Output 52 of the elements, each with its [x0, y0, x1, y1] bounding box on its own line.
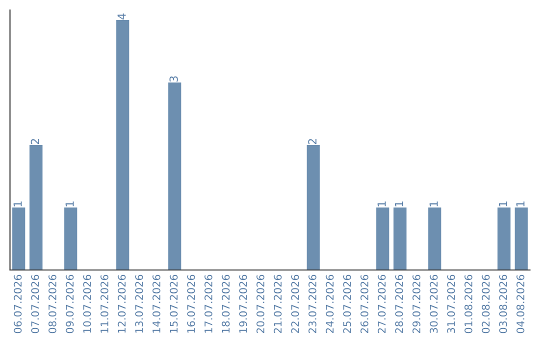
x-tick-label: 23.07.2026 — [308, 274, 316, 334]
x-tick-label: 12.07.2026 — [118, 274, 126, 333]
bar — [64, 208, 78, 270]
data-label: 1 — [498, 201, 508, 206]
data-label: 1 — [66, 201, 74, 206]
x-tick-label: 17.07.2026 — [204, 274, 212, 333]
bar — [376, 208, 390, 270]
data-label: 1 — [516, 201, 524, 206]
bar — [30, 145, 42, 270]
x-tick-label: 25.07.2026 — [343, 274, 352, 334]
data-label: 1 — [430, 201, 438, 206]
bar — [394, 208, 406, 270]
x-tick-label: 30.07.2026 — [430, 274, 438, 334]
x-tick-label: 24.07.2026 — [326, 274, 334, 334]
bar — [12, 208, 26, 270]
x-tick-label: 03.08.2026 — [499, 274, 508, 334]
x-tick-label: 15.07.2026 — [170, 274, 178, 333]
x-tick-label: 01.08.2026 — [464, 274, 472, 334]
bar — [168, 82, 182, 270]
data-label: 2 — [30, 139, 40, 144]
bar — [116, 20, 130, 270]
x-tick-label: 27.07.2026 — [378, 274, 386, 334]
data-label: 4 — [118, 14, 126, 20]
x-tick-label: 14.07.2026 — [152, 274, 160, 333]
x-tick-label: 02.08.2026 — [482, 274, 490, 334]
x-tick-label: 29.07.2026 — [412, 274, 420, 334]
x-tick-label: 08.07.2026 — [48, 274, 56, 334]
data-label: 3 — [169, 76, 178, 82]
x-tick-label: 19.07.2026 — [239, 274, 248, 333]
x-tick-label: 16.07.2026 — [187, 274, 196, 333]
bar — [498, 208, 510, 270]
x-tick-label: 04.08.2026 — [516, 274, 524, 334]
x-tick-label: 31.07.2026 — [447, 274, 456, 334]
bar — [306, 145, 320, 270]
data-label: 1 — [394, 201, 404, 206]
bar — [514, 208, 528, 270]
x-tick-label: 28.07.2026 — [395, 274, 404, 334]
x-tick-label: 18.07.2026 — [222, 274, 230, 333]
x-tick-label: 26.07.2026 — [360, 274, 368, 334]
x-tick-label: 22.07.2026 — [291, 274, 300, 334]
data-label: 2 — [308, 139, 316, 144]
data-label: 1 — [378, 201, 386, 206]
x-tick-label: 20.07.2026 — [256, 274, 264, 334]
data-label: 1 — [14, 201, 22, 206]
x-tick-label: 21.07.2026 — [274, 274, 282, 334]
x-tick-label: 09.07.2026 — [66, 274, 74, 334]
x-tick-label: 11.07.2026 — [100, 274, 108, 333]
x-tick-label: 10.07.2026 — [83, 274, 92, 333]
x-tick-label: 06.07.2026 — [14, 274, 22, 334]
x-tick-label: 13.07.2026 — [135, 274, 144, 333]
x-tick-label: 07.07.2026 — [31, 274, 40, 334]
bar — [428, 208, 442, 270]
